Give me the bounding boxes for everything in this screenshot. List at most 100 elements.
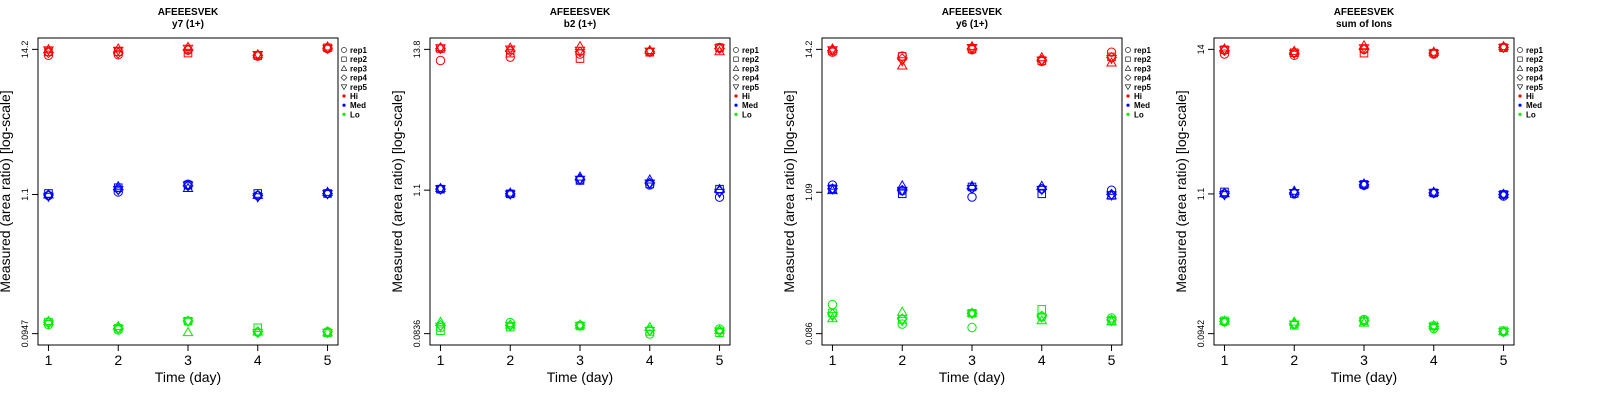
legend-marker-group: [1124, 84, 1132, 91]
legend-marker-rep5: [1124, 84, 1132, 91]
legend-marker-rep3: [340, 65, 348, 71]
data-point-med-rep5: [182, 181, 194, 192]
data-point-med-rep3: [896, 179, 908, 190]
legend-marker-lo: [1126, 112, 1130, 116]
chart-subtitle: b2 (1+): [564, 19, 597, 30]
data-point-hi-rep3: [42, 43, 54, 54]
legend-label-lo: Lo: [742, 110, 752, 119]
y-tick-label: 14.2: [20, 41, 30, 59]
legend-label-rep4: rep4: [350, 74, 367, 83]
x-tick-label: 4: [1038, 352, 1046, 368]
data-point-hi-rep5: [434, 44, 446, 54]
x-tick-label: 1: [437, 352, 445, 368]
series-lo: [826, 299, 1118, 333]
legend-marker-rep4: [732, 74, 740, 81]
x-tick-label: 4: [646, 352, 654, 368]
data-point-lo-rep5: [896, 317, 908, 327]
data-point-med-rep5: [1358, 181, 1370, 191]
data-point-lo-rep3: [966, 307, 978, 317]
legend-label-rep2: rep2: [1134, 55, 1151, 64]
legend-label-hi: Hi: [1526, 92, 1534, 101]
data-point-lo-rep3: [504, 319, 516, 329]
data-point-lo-rep5: [644, 326, 656, 337]
data-point-hi-rep5: [826, 46, 838, 56]
data-point-hi-rep5: [644, 47, 656, 58]
data-point-lo-rep2: [1037, 305, 1047, 314]
legend-marker-rep1: [733, 47, 739, 53]
legend-marker-rep3: [732, 65, 740, 71]
legend-label-rep3: rep3: [1134, 64, 1151, 73]
y-axis-label: Measured (area ratio) [log-scale]: [1173, 90, 1189, 292]
series-lo: [42, 315, 334, 339]
x-tick-label: 3: [184, 352, 192, 368]
data-point-lo-rep2: [253, 323, 263, 333]
x-tick-label: 3: [1360, 352, 1368, 368]
data-point-med-rep5: [42, 192, 54, 203]
data-point-med-rep5: [252, 193, 264, 203]
data-point-hi-rep5: [42, 46, 54, 56]
data-point-lo-rep3: [1036, 314, 1048, 325]
legend-marker-lo: [342, 112, 346, 116]
data-point-hi-rep3: [182, 41, 194, 51]
data-point-hi-rep4: [112, 47, 124, 59]
data-point-lo-rep3: [896, 306, 908, 316]
legend-marker-rep4: [340, 74, 348, 81]
data-point-med-rep3: [182, 182, 194, 193]
y-tick-label: 1.1: [20, 188, 30, 201]
x-tick-label: 3: [968, 352, 976, 368]
data-point-hi-rep3: [504, 42, 516, 52]
data-point-lo-rep5: [112, 325, 124, 335]
legend-marker-group: [341, 56, 347, 62]
data-point-hi-rep5: [1036, 56, 1048, 67]
data-point-lo-rep3: [1428, 319, 1440, 330]
data-point-hi-rep2: [183, 48, 193, 58]
data-point-hi-rep5: [504, 45, 516, 55]
data-point-med-rep5: [574, 175, 586, 186]
chart-title: AFEEESVEK: [942, 7, 1003, 18]
data-point-hi-rep1: [1106, 47, 1117, 57]
data-point-med-rep3: [434, 182, 446, 193]
data-point-lo-rep5: [1106, 317, 1118, 327]
data-point-hi-rep2: [1359, 48, 1369, 58]
chart-title: AFEEESVEK: [550, 7, 611, 18]
legend-label-hi: Hi: [1134, 92, 1142, 101]
data-point-lo-rep2: [183, 316, 193, 326]
data-point-med-rep2: [1499, 190, 1508, 199]
data-point-med-rep3: [644, 173, 656, 184]
data-point-hi-rep3: [1036, 51, 1048, 62]
series-hi: [826, 40, 1118, 70]
data-point-hi-rep4: [896, 53, 908, 65]
data-point-hi-rep5: [1288, 49, 1300, 60]
legend-marker-group: [732, 84, 740, 91]
legend-label-rep5: rep5: [742, 83, 759, 92]
legend-label-rep4: rep4: [742, 74, 759, 83]
x-axis-label: Time (day): [547, 369, 613, 385]
x-axis-label: Time (day): [939, 369, 1005, 385]
x-tick-label: 2: [114, 352, 122, 368]
legend-label-rep2: rep2: [350, 55, 367, 64]
data-point-lo-rep2: [436, 326, 445, 336]
data-point-lo-rep1: [967, 322, 977, 333]
legend-label-lo: Lo: [1134, 110, 1144, 119]
data-point-hi-rep5: [714, 44, 726, 54]
data-point-lo-rep5: [42, 319, 54, 330]
y-tick-label: 0.086: [804, 322, 814, 345]
chart-subtitle: sum of Ions: [1336, 19, 1393, 30]
plot-frame: [821, 37, 1123, 346]
data-point-lo-rep5: [714, 327, 726, 338]
series-med: [1218, 177, 1510, 201]
legend-marker-hi: [1518, 94, 1522, 98]
legend-marker-rep4: [1516, 74, 1524, 81]
data-point-lo-rep5: [1498, 328, 1510, 338]
legend-marker-group: [1125, 47, 1131, 53]
legend-marker-group: [340, 65, 348, 71]
data-point-med-rep5: [1288, 189, 1300, 199]
plot-frame: [429, 37, 731, 346]
data-point-med-rep5: [1428, 189, 1440, 199]
data-point-hi-rep3: [1498, 40, 1510, 51]
legend-marker-rep2: [1125, 56, 1131, 62]
x-tick-label: 5: [1108, 352, 1116, 368]
data-point-med-rep3: [42, 188, 54, 199]
